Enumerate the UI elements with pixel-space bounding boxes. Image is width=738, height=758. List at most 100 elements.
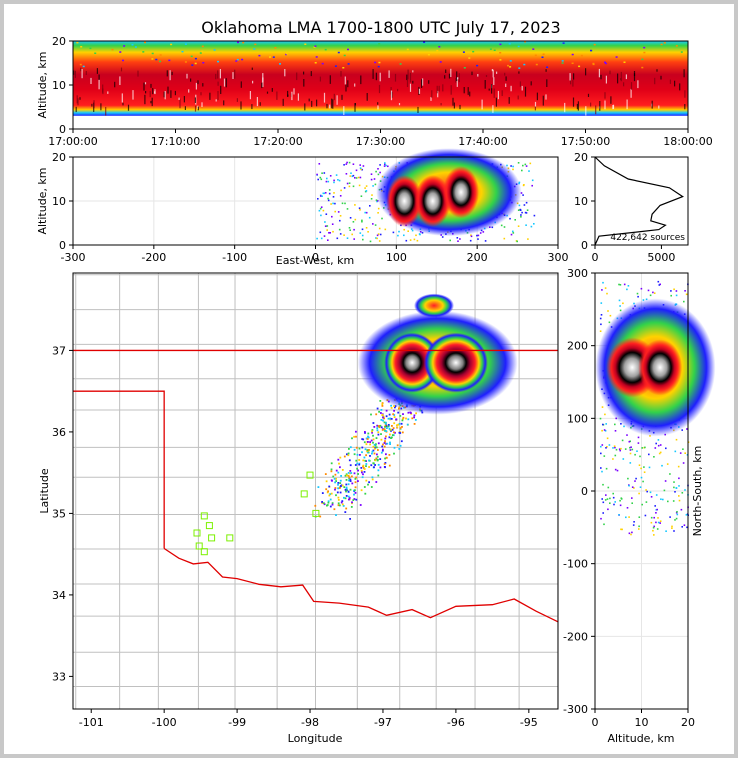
x-tick-label: 17:20:00 bbox=[253, 135, 302, 148]
source-point bbox=[327, 239, 329, 241]
source-point bbox=[634, 480, 636, 482]
density-streak bbox=[572, 97, 575, 107]
source-point bbox=[368, 459, 370, 462]
source-point bbox=[372, 185, 374, 187]
density-streak bbox=[345, 84, 347, 92]
source-point bbox=[341, 500, 344, 502]
source-point bbox=[329, 505, 332, 508]
source-point bbox=[623, 283, 626, 286]
x-tick-label: 5000 bbox=[647, 251, 675, 264]
source-point bbox=[601, 429, 603, 432]
source-point bbox=[329, 493, 332, 495]
density-streak bbox=[534, 101, 537, 107]
source-point bbox=[649, 294, 652, 297]
source-point bbox=[362, 464, 365, 467]
source-point bbox=[648, 453, 650, 456]
source-point bbox=[337, 502, 340, 505]
source-point bbox=[385, 409, 388, 412]
source-point bbox=[653, 292, 656, 294]
source-point bbox=[370, 178, 373, 181]
source-point bbox=[350, 472, 353, 474]
density-speckle bbox=[499, 59, 502, 61]
source-point bbox=[391, 434, 394, 436]
source-point bbox=[332, 230, 334, 233]
lma-station-marker bbox=[226, 534, 234, 542]
density-speckle bbox=[343, 54, 346, 57]
density-speckle bbox=[347, 48, 349, 51]
source-point bbox=[631, 531, 633, 534]
source-point bbox=[377, 173, 380, 176]
source-point bbox=[333, 179, 335, 182]
source-point bbox=[351, 475, 353, 478]
source-point bbox=[659, 451, 662, 454]
source-point bbox=[339, 195, 342, 197]
density-streak bbox=[303, 71, 305, 75]
source-point bbox=[390, 404, 392, 407]
source-point bbox=[655, 494, 658, 496]
source-point bbox=[524, 211, 527, 214]
source-point bbox=[652, 291, 654, 294]
source-point bbox=[638, 516, 641, 518]
source-point bbox=[330, 203, 332, 205]
source-point bbox=[407, 230, 409, 232]
source-point bbox=[674, 450, 677, 453]
source-point bbox=[328, 485, 331, 488]
density-speckle bbox=[643, 46, 646, 49]
source-point bbox=[357, 480, 359, 482]
source-point bbox=[382, 419, 384, 422]
source-count-annotation: 422,642 sources bbox=[610, 233, 685, 243]
source-point bbox=[601, 444, 604, 446]
y-tick-label: 10 bbox=[52, 79, 66, 92]
source-point bbox=[631, 448, 634, 451]
source-point bbox=[512, 230, 514, 233]
source-point bbox=[509, 217, 511, 220]
source-point bbox=[605, 494, 607, 496]
density-streak bbox=[164, 91, 166, 100]
source-point bbox=[636, 292, 639, 295]
source-point bbox=[608, 321, 611, 324]
source-point bbox=[386, 442, 389, 445]
source-point bbox=[381, 445, 384, 448]
source-point bbox=[397, 423, 400, 426]
source-point bbox=[347, 490, 350, 493]
source-point bbox=[325, 480, 328, 483]
density-streak bbox=[234, 69, 236, 79]
source-point bbox=[355, 430, 357, 433]
source-point bbox=[339, 479, 342, 482]
source-point bbox=[381, 217, 383, 220]
x-tick-label: -101 bbox=[79, 716, 104, 729]
density-streak bbox=[617, 73, 619, 84]
source-point bbox=[605, 423, 607, 425]
density-speckle bbox=[269, 56, 271, 58]
source-point bbox=[373, 466, 375, 469]
source-point bbox=[369, 240, 372, 243]
density-streak bbox=[431, 90, 433, 98]
density-streak bbox=[256, 97, 258, 107]
source-point bbox=[441, 236, 444, 238]
source-point bbox=[318, 163, 321, 165]
source-point bbox=[377, 212, 379, 214]
source-point bbox=[341, 469, 344, 471]
density-speckle bbox=[675, 45, 678, 47]
source-point bbox=[629, 449, 632, 451]
lma-station-marker bbox=[195, 542, 203, 550]
source-point bbox=[521, 169, 523, 172]
source-point bbox=[398, 407, 400, 410]
source-point bbox=[371, 429, 374, 431]
source-point bbox=[369, 455, 371, 457]
source-point bbox=[366, 451, 369, 454]
density-speckle bbox=[377, 65, 380, 68]
density-streak bbox=[406, 74, 408, 81]
source-point bbox=[343, 455, 346, 458]
source-point bbox=[370, 486, 373, 488]
source-point bbox=[659, 283, 661, 286]
source-point bbox=[655, 442, 657, 445]
source-point bbox=[599, 330, 602, 332]
source-point bbox=[375, 413, 378, 416]
density-streak bbox=[600, 74, 602, 80]
source-point bbox=[669, 473, 671, 475]
source-point bbox=[512, 232, 515, 234]
source-point bbox=[357, 176, 360, 179]
source-point bbox=[331, 502, 334, 504]
source-point bbox=[510, 165, 512, 167]
